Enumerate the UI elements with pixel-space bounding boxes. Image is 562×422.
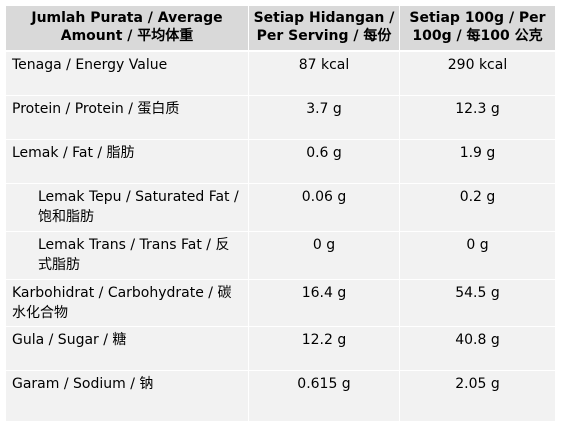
per-serving-value: 0 g — [248, 231, 400, 280]
per-100g-value: 40.8 g — [399, 326, 556, 371]
per-100g-value: 0 g — [399, 231, 556, 280]
table-row: Lemak / Fat / 脂肪 0.6 g 1.9 g — [5, 139, 556, 184]
table-row: Garam / Sodium / 钠 0.615 g 2.05 g — [5, 370, 556, 422]
per-serving-value: 0.6 g — [248, 139, 400, 184]
per-100g-value: 12.3 g — [399, 95, 556, 140]
per-100g-value: 54.5 g — [399, 279, 556, 327]
per-serving-value: 12.2 g — [248, 326, 400, 371]
table-body: Tenaga / Energy Value 87 kcal 290 kcal P… — [5, 50, 556, 422]
nutrition-facts-table: Jumlah Purata / Average Amount / 平均体重 Se… — [5, 5, 556, 422]
nutrient-name: Lemak Tepu / Saturated Fat / 饱和脂肪 — [5, 183, 249, 232]
nutrient-name: Gula / Sugar / 糖 — [5, 326, 249, 371]
table-row: Gula / Sugar / 糖 12.2 g 40.8 g — [5, 326, 556, 371]
per-100g-value: 0.2 g — [399, 183, 556, 232]
header-average-amount: Jumlah Purata / Average Amount / 平均体重 — [5, 5, 249, 52]
table-row: Lemak Tepu / Saturated Fat / 饱和脂肪 0.06 g… — [5, 183, 556, 232]
table-header: Jumlah Purata / Average Amount / 平均体重 Se… — [5, 5, 556, 52]
header-per-serving: Setiap Hidangan / Per Serving / 每份 — [248, 5, 400, 52]
nutrient-name: Karbohidrat / Carbohydrate / 碳水化合物 — [5, 279, 249, 327]
per-serving-value: 3.7 g — [248, 95, 400, 140]
per-100g-value: 2.05 g — [399, 370, 556, 422]
nutrient-name: Lemak Trans / Trans Fat / 反式脂肪 — [5, 231, 249, 280]
per-serving-value: 0.615 g — [248, 370, 400, 422]
nutrient-name: Tenaga / Energy Value — [5, 50, 249, 96]
per-serving-value: 16.4 g — [248, 279, 400, 327]
table-row: Protein / Protein / 蛋白质 3.7 g 12.3 g — [5, 95, 556, 140]
per-100g-value: 290 kcal — [399, 50, 556, 96]
nutrient-name: Garam / Sodium / 钠 — [5, 370, 249, 422]
nutrient-name: Protein / Protein / 蛋白质 — [5, 95, 249, 140]
per-serving-value: 0.06 g — [248, 183, 400, 232]
table-row: Karbohidrat / Carbohydrate / 碳水化合物 16.4 … — [5, 279, 556, 327]
nutrient-name: Lemak / Fat / 脂肪 — [5, 139, 249, 184]
table-row: Lemak Trans / Trans Fat / 反式脂肪 0 g 0 g — [5, 231, 556, 280]
table-row: Tenaga / Energy Value 87 kcal 290 kcal — [5, 50, 556, 96]
header-per-100g: Setiap 100g / Per 100g / 每100 公克 — [399, 5, 556, 52]
header-row: Jumlah Purata / Average Amount / 平均体重 Se… — [5, 5, 556, 52]
per-serving-value: 87 kcal — [248, 50, 400, 96]
per-100g-value: 1.9 g — [399, 139, 556, 184]
